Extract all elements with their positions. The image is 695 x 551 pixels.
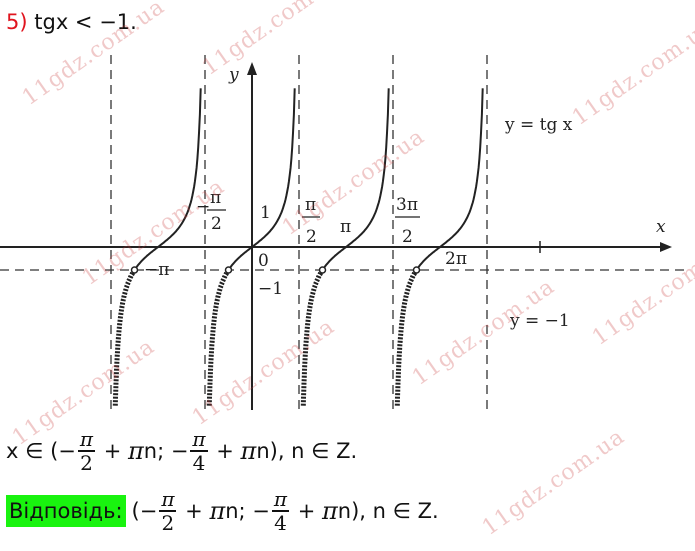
denominator: 4 bbox=[274, 511, 287, 535]
tangent-branch bbox=[321, 88, 390, 271]
label-neg-one: −1 bbox=[258, 279, 283, 299]
numerator: π bbox=[159, 487, 177, 512]
tangent-curves bbox=[112, 88, 484, 406]
solution-suffix: n), n ∈ Z. bbox=[256, 439, 358, 463]
curve-label: y = tg x bbox=[504, 115, 573, 135]
plus: + bbox=[97, 439, 128, 463]
x-axis-arrow bbox=[660, 242, 672, 252]
pi-symbol: π bbox=[127, 437, 144, 465]
neg-sign: − bbox=[196, 197, 210, 217]
three-pi-half-num: 3π bbox=[396, 195, 418, 215]
solution-prefix: x ∈ (− bbox=[6, 439, 76, 463]
plus: + bbox=[291, 499, 322, 523]
watermark: 11gdz.com.ua bbox=[477, 424, 630, 541]
tangent-graph: y x − π 2 1 0 −1 π 2 π 3π 2 2π −π y = tg… bbox=[0, 55, 690, 412]
label-one: 1 bbox=[260, 203, 271, 223]
pi-symbol: π bbox=[209, 497, 226, 525]
separator: n; − bbox=[225, 499, 270, 523]
numerator: π bbox=[77, 427, 96, 452]
open-point bbox=[130, 266, 139, 274]
solution-branch bbox=[394, 268, 419, 406]
answer-suffix: n), n ∈ Z. bbox=[337, 499, 439, 523]
numerator: π bbox=[271, 487, 290, 512]
denominator: 2 bbox=[161, 511, 175, 535]
denominator: 4 bbox=[192, 451, 206, 475]
tangent-branch bbox=[133, 88, 202, 271]
plus: + bbox=[178, 499, 210, 523]
solution-branch bbox=[300, 268, 325, 406]
label-neg-pi: −π bbox=[144, 260, 169, 280]
label-zero: 0 bbox=[258, 251, 269, 271]
asymptotes bbox=[110, 55, 488, 412]
y-axis-label: y bbox=[228, 65, 239, 85]
answer-label: Відповідь: bbox=[6, 495, 126, 527]
x-axis-label: x bbox=[656, 217, 666, 237]
pi-symbol: π bbox=[321, 497, 338, 525]
y-axis-arrow bbox=[247, 62, 257, 75]
denominator: 2 bbox=[80, 451, 93, 475]
label-pi: π bbox=[340, 217, 351, 237]
tangent-branch bbox=[415, 88, 484, 271]
task-number: 5) bbox=[6, 10, 28, 34]
numerator: π bbox=[190, 427, 208, 452]
line-label: y = −1 bbox=[509, 311, 570, 331]
open-point bbox=[412, 266, 421, 274]
answer-prefix: (− bbox=[131, 499, 158, 523]
open-point bbox=[318, 266, 327, 274]
pi-half-num: π bbox=[305, 195, 316, 215]
pi-half-den: 2 bbox=[306, 227, 317, 247]
tangent-branch bbox=[227, 88, 296, 271]
solution-branch bbox=[112, 268, 137, 406]
separator: n; − bbox=[143, 439, 189, 463]
task-heading: 5) tgx < −1. bbox=[6, 10, 137, 34]
neg-pi-half-den: 2 bbox=[211, 214, 222, 234]
task-inequality: tgx < −1. bbox=[34, 10, 137, 34]
open-point bbox=[224, 266, 233, 274]
pi-symbol: π bbox=[240, 437, 257, 465]
three-pi-half-den: 2 bbox=[402, 227, 413, 247]
solution-branch bbox=[206, 268, 231, 406]
plus: + bbox=[209, 439, 241, 463]
label-two-pi: 2π bbox=[445, 249, 467, 269]
neg-pi-half-num: π bbox=[210, 188, 221, 208]
